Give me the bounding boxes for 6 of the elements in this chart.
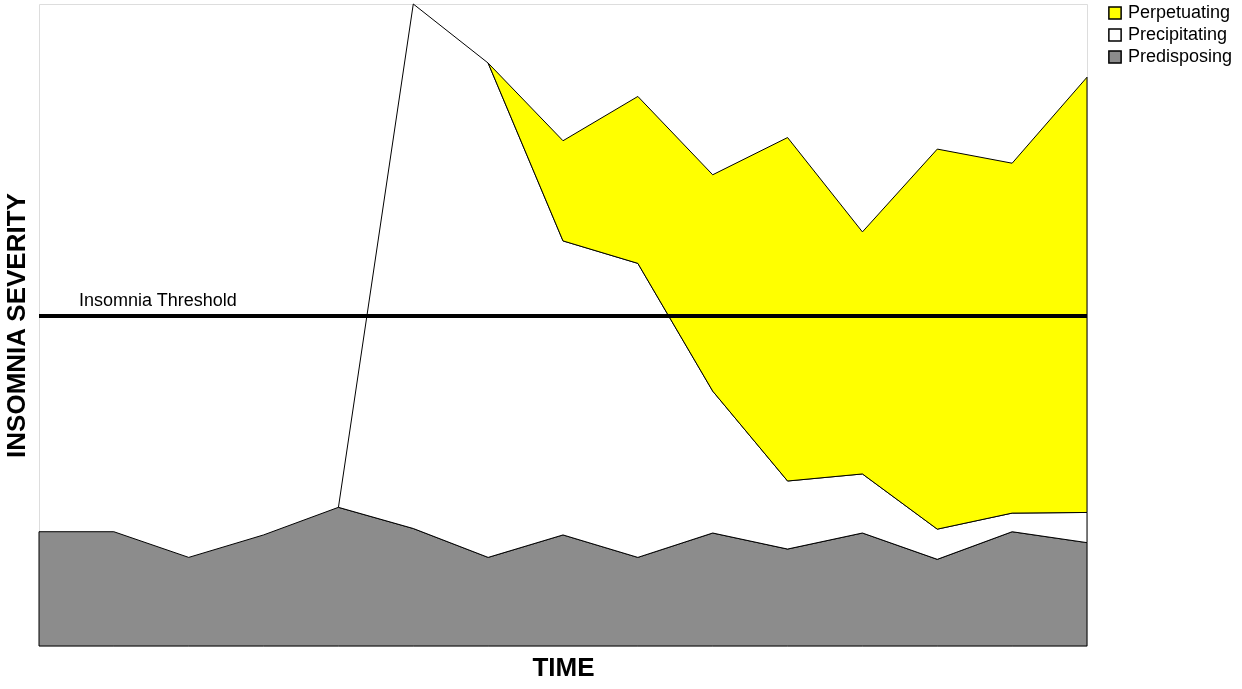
legend-label: Precipitating [1128, 24, 1228, 44]
ref-line-label: Insomnia Threshold [79, 290, 237, 311]
x-axis-title: TIME [532, 651, 595, 682]
y-axis-title: INSOMNIA SEVERITY [0, 193, 31, 458]
legend-label: Perpetuating [1128, 2, 1231, 22]
legend-label: Predisposing [1128, 46, 1233, 66]
